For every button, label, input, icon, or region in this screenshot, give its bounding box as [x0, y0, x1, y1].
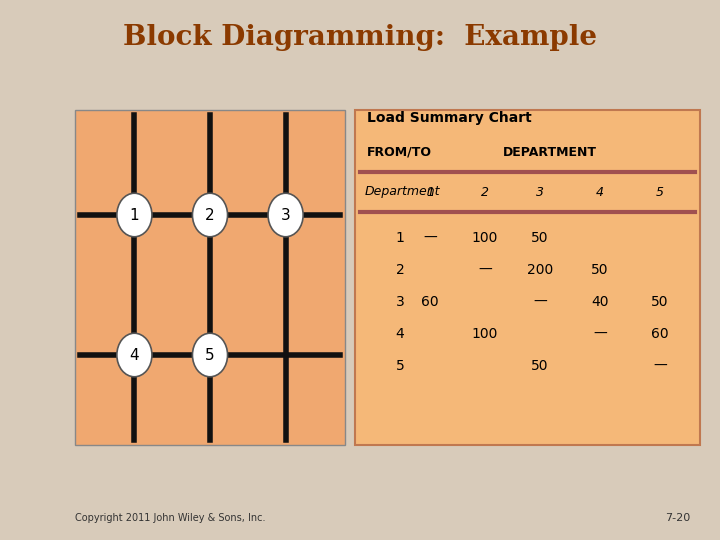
Text: Block Diagramming:  Example: Block Diagramming: Example: [123, 24, 597, 51]
Text: Load Summary Chart: Load Summary Chart: [367, 111, 532, 125]
Text: 50: 50: [591, 263, 608, 277]
Text: 40: 40: [591, 295, 608, 309]
Text: 5: 5: [395, 359, 405, 373]
Ellipse shape: [117, 193, 152, 237]
Text: 1: 1: [426, 186, 434, 199]
Text: 5: 5: [656, 186, 664, 199]
Text: 1: 1: [395, 231, 405, 245]
Text: 2: 2: [205, 207, 215, 222]
Text: 4: 4: [130, 348, 139, 362]
Text: 3: 3: [536, 186, 544, 199]
Ellipse shape: [268, 193, 303, 237]
Text: 200: 200: [527, 263, 553, 277]
Text: 100: 100: [472, 327, 498, 341]
FancyBboxPatch shape: [355, 110, 700, 445]
Text: 60: 60: [421, 295, 438, 309]
Text: Department: Department: [365, 186, 441, 199]
Text: 50: 50: [652, 295, 669, 309]
Text: 4: 4: [596, 186, 604, 199]
Ellipse shape: [192, 193, 228, 237]
Text: —: —: [653, 359, 667, 373]
Text: —: —: [593, 327, 607, 341]
Ellipse shape: [192, 333, 228, 377]
Text: —: —: [478, 263, 492, 277]
Text: —: —: [533, 295, 547, 309]
Text: 1: 1: [130, 207, 139, 222]
Text: 2: 2: [395, 263, 405, 277]
Ellipse shape: [117, 333, 152, 377]
Text: 4: 4: [395, 327, 405, 341]
Text: DEPARTMENT: DEPARTMENT: [503, 145, 597, 159]
Text: 100: 100: [472, 231, 498, 245]
Text: 3: 3: [281, 207, 290, 222]
Text: Copyright 2011 John Wiley & Sons, Inc.: Copyright 2011 John Wiley & Sons, Inc.: [75, 513, 266, 523]
Text: 2: 2: [481, 186, 489, 199]
Text: 60: 60: [651, 327, 669, 341]
Text: 5: 5: [205, 348, 215, 362]
Text: 7-20: 7-20: [665, 513, 690, 523]
Text: —: —: [423, 231, 437, 245]
Text: 50: 50: [531, 359, 549, 373]
Text: FROM/TO: FROM/TO: [367, 145, 432, 159]
FancyBboxPatch shape: [75, 110, 345, 445]
Text: 50: 50: [531, 231, 549, 245]
Text: 3: 3: [395, 295, 405, 309]
